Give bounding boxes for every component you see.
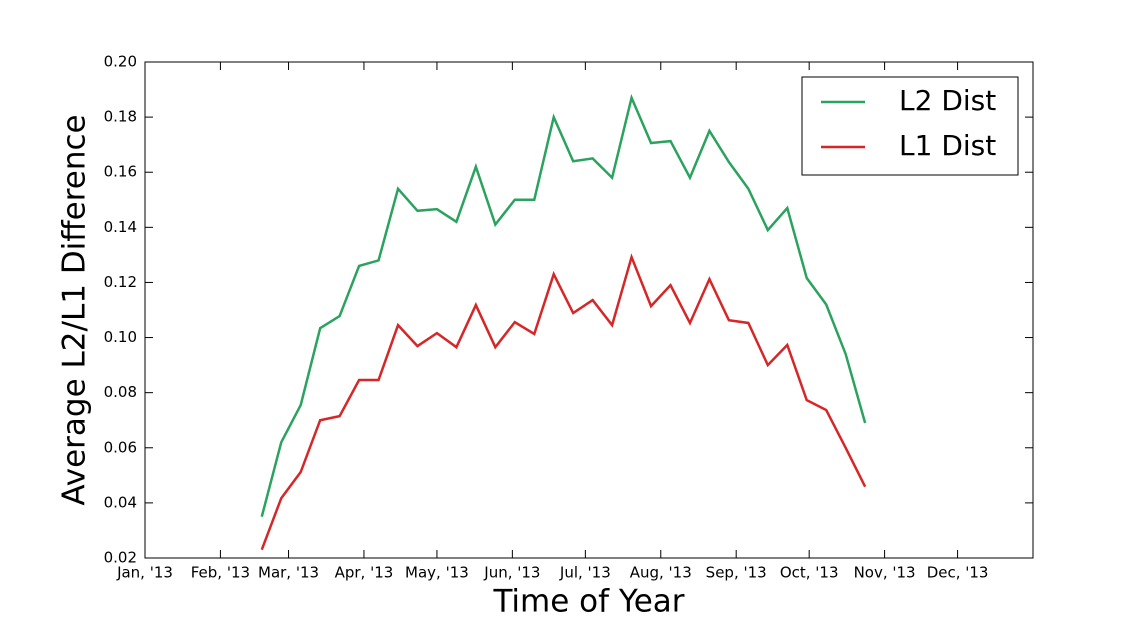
series-line [260, 253, 867, 551]
x-axis-label: Time of Year [492, 584, 684, 620]
y-tick-label: 0.04 [104, 493, 137, 511]
y-axis-label: Average L2/L1 Difference [57, 114, 93, 505]
y-tick-label: 0.06 [104, 438, 137, 456]
x-tick-label: Mar, '13 [258, 564, 319, 582]
x-tick-label: Dec, '13 [927, 564, 989, 582]
legend-label: L2 Dist [899, 84, 996, 117]
x-tick-label: Jan, '13 [116, 564, 173, 582]
y-tick-label: 0.18 [104, 108, 137, 126]
legend-box [801, 76, 1019, 176]
x-tick-label: Jun, '13 [483, 564, 540, 582]
y-tick-label: 0.20 [104, 53, 137, 71]
x-tick-label: Nov, '13 [854, 564, 916, 582]
x-tick-label: May, '13 [405, 564, 469, 582]
y-tick-label: 0.08 [104, 383, 137, 401]
y-tick-label: 0.02 [104, 549, 137, 567]
y-tick-label: 0.16 [104, 163, 137, 181]
y-tick-label: 0.14 [104, 218, 137, 236]
series-line [260, 93, 867, 517]
x-tick-label: Jul, '13 [559, 564, 611, 582]
y-tick-label: 0.10 [104, 328, 137, 346]
x-tick-label: Oct, '13 [780, 564, 839, 582]
legend-label: L1 Dist [899, 129, 996, 162]
x-tick-label: Feb, '13 [191, 564, 250, 582]
x-tick-label: Sep, '13 [706, 564, 767, 582]
x-tick-label: Aug, '13 [630, 564, 692, 582]
x-tick-label: Apr, '13 [335, 564, 394, 582]
y-tick-label: 0.12 [104, 273, 137, 291]
plot-frame [144, 61, 1034, 559]
